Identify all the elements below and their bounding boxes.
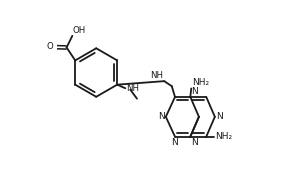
Text: NH₂: NH₂ bbox=[216, 132, 233, 141]
Text: N: N bbox=[158, 112, 165, 121]
Text: N: N bbox=[216, 112, 222, 121]
Text: NH: NH bbox=[151, 71, 163, 80]
Text: NH₂: NH₂ bbox=[192, 78, 209, 87]
Text: N: N bbox=[171, 138, 178, 147]
Text: N: N bbox=[191, 87, 197, 96]
Text: OH: OH bbox=[73, 26, 86, 35]
Text: O: O bbox=[47, 42, 54, 51]
Text: N: N bbox=[191, 138, 197, 147]
Text: NH: NH bbox=[126, 84, 139, 93]
